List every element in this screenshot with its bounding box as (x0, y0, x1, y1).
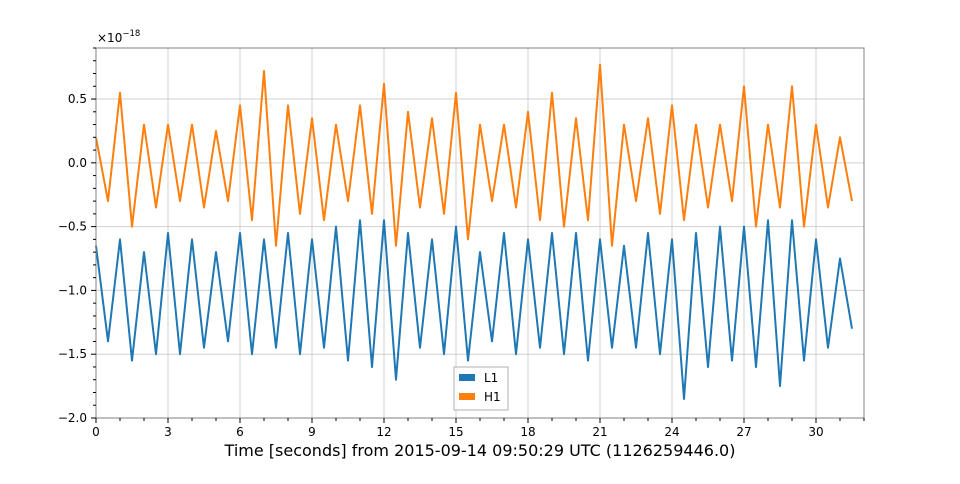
legend-swatch-l1 (459, 374, 475, 381)
x-tick-label: 12 (376, 425, 391, 439)
series-line-h1 (95, 63, 853, 247)
y-axis: −2.0 −1.5 −1.0 −0.5 0.0 0.5 (58, 47, 96, 425)
y-tick-label: −1.0 (58, 283, 87, 297)
legend-label: H1 (484, 390, 501, 404)
x-axis-label: Time [seconds] from 2015-09-14 09:50:29 … (224, 441, 736, 460)
grid (95, 48, 864, 419)
x-tick-label: 21 (592, 425, 607, 439)
y-tick-label: 0.0 (68, 156, 87, 170)
series-group (95, 63, 853, 400)
x-axis: 0 3 6 9 12 15 18 21 24 27 30 (92, 418, 865, 439)
series-line-l1 (95, 219, 853, 400)
y-tick-label: 0.5 (68, 92, 87, 106)
x-tick-label: 15 (448, 425, 463, 439)
x-tick-label: 18 (520, 425, 535, 439)
x-tick-label: 6 (236, 425, 244, 439)
y-tick-label: −0.5 (58, 220, 87, 234)
x-tick-label: 0 (92, 425, 100, 439)
x-tick-label: 24 (664, 425, 679, 439)
x-tick-label: 9 (308, 425, 316, 439)
y-multiplier: ×10−18 (97, 29, 140, 45)
x-tick-label: 27 (736, 425, 751, 439)
x-tick-label: 30 (808, 425, 823, 439)
legend-label: L1 (484, 371, 498, 385)
x-tick-label: 3 (164, 425, 172, 439)
y-tick-label: −1.5 (58, 347, 87, 361)
y-tick-label: −2.0 (58, 411, 87, 425)
legend-swatch-h1 (459, 393, 475, 400)
plot-frame (95, 47, 865, 419)
